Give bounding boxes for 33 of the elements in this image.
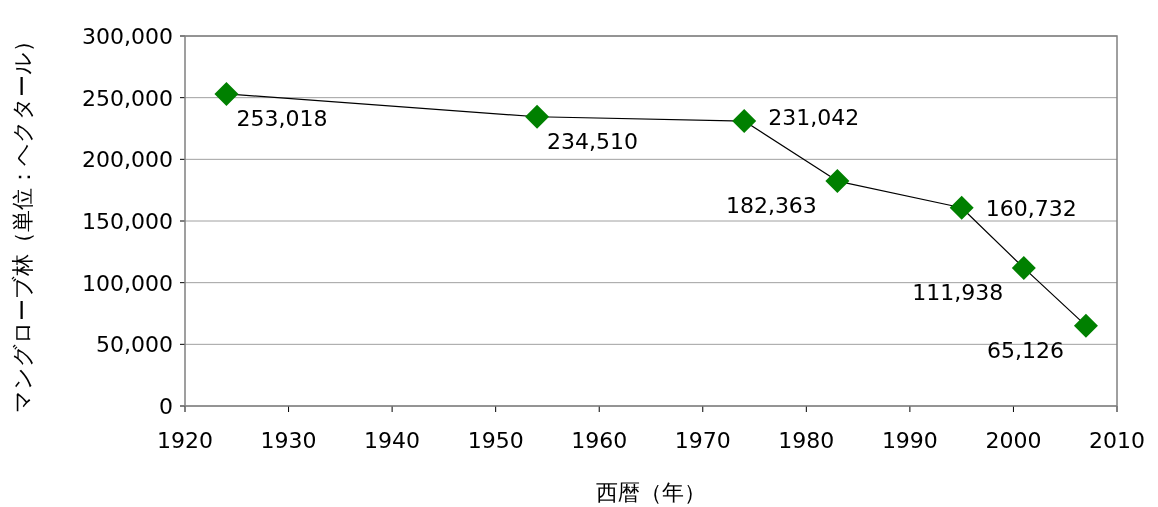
data-label: 160,732 bbox=[985, 195, 1077, 221]
x-tick-label: 2000 bbox=[985, 428, 1042, 453]
point bbox=[1011, 255, 1036, 280]
point bbox=[1073, 313, 1098, 338]
x-tick-label: 1960 bbox=[571, 428, 628, 453]
point bbox=[949, 195, 974, 220]
data-label: 65,126 bbox=[986, 337, 1064, 363]
x-axis-title: 西暦（年） bbox=[596, 480, 706, 505]
data-label: 182,363 bbox=[725, 193, 817, 219]
x-tick-label: 1920 bbox=[157, 428, 213, 453]
x-tick-label: 1950 bbox=[467, 428, 524, 453]
y-tick-label: 0 bbox=[159, 394, 173, 419]
data-label: 231,042 bbox=[768, 105, 860, 131]
point bbox=[525, 104, 550, 129]
point bbox=[825, 169, 850, 194]
point bbox=[732, 109, 757, 134]
point bbox=[214, 81, 239, 106]
x-tick-label: 1940 bbox=[364, 428, 421, 453]
x-tick-label: 1970 bbox=[674, 428, 731, 453]
y-tick-label: 250,000 bbox=[82, 85, 173, 111]
y-axis-title: マングローブ林（単位：ヘクタール） bbox=[10, 29, 35, 413]
y-tick-label: 50,000 bbox=[96, 332, 173, 358]
y-tick-label: 150,000 bbox=[82, 209, 173, 234]
y-tick-label: 100,000 bbox=[82, 270, 173, 296]
x-tick-label: 2010 bbox=[1089, 428, 1145, 453]
data-label: 253,018 bbox=[236, 105, 328, 131]
y-tick-label: 300,000 bbox=[82, 24, 173, 49]
data-label: 111,938 bbox=[912, 279, 1004, 305]
x-tick-label: 1930 bbox=[260, 428, 317, 453]
x-tick-label: 1980 bbox=[778, 428, 835, 453]
data-label: 234,510 bbox=[547, 128, 639, 154]
x-tick-label: 1990 bbox=[881, 428, 938, 453]
y-tick-label: 200,000 bbox=[82, 147, 173, 173]
